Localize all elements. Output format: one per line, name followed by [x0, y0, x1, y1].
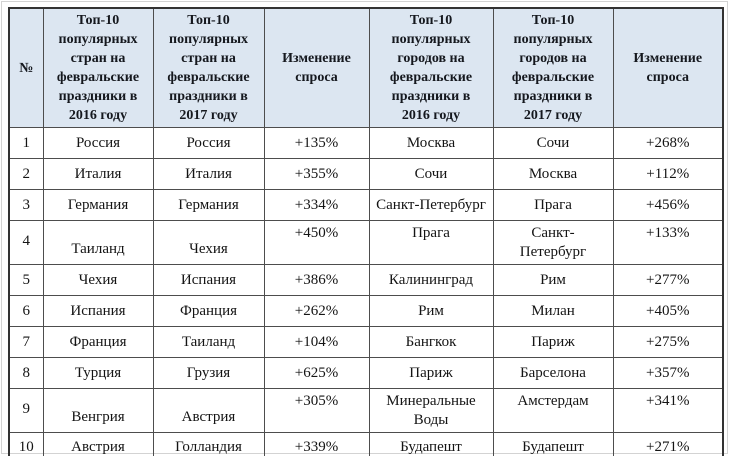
- row-number-cell: 7: [8, 326, 44, 358]
- table-cell: Италия: [42, 158, 154, 190]
- table-row: 7 Франция Таиланд +104% Бангкок Париж +275%: [8, 326, 724, 358]
- table-cell: Москва: [368, 127, 494, 159]
- row-number-cell: 4: [8, 220, 44, 265]
- table-cell: Барселона: [492, 357, 614, 389]
- row-number-cell: 8: [8, 357, 44, 389]
- table-cell: Санкт-Петербург: [368, 189, 494, 221]
- table-cell: Париж: [368, 357, 494, 389]
- table-cell: Москва: [492, 158, 614, 190]
- table-cell: Чехия: [152, 220, 265, 265]
- column-header: Топ-10 популярных городов на февральские…: [368, 7, 494, 128]
- table-cell: +135%: [263, 127, 370, 159]
- table-cell: +341%: [612, 388, 724, 433]
- table-cell: Австрия: [42, 432, 154, 456]
- table-cell: Голландия: [152, 432, 265, 456]
- table-cell: Таиланд: [42, 220, 154, 265]
- table-cell: Турция: [42, 357, 154, 389]
- table-cell: +355%: [263, 158, 370, 190]
- table-cell: +277%: [612, 264, 724, 296]
- table-cell: Амстердам: [492, 388, 614, 433]
- table-cell: Прага: [492, 189, 614, 221]
- row-number-cell: 1: [8, 127, 44, 159]
- table-cell: +357%: [612, 357, 724, 389]
- row-number-cell: 10: [8, 432, 44, 456]
- table-row: 10 Австрия Голландия +339% Будапешт Будапешт +…: [8, 432, 724, 456]
- table-cell: +112%: [612, 158, 724, 190]
- table-cell: Прага: [368, 220, 494, 265]
- row-number-cell: 9: [8, 388, 44, 433]
- table-cell: Испания: [42, 295, 154, 327]
- table-cell: Чехия: [42, 264, 154, 296]
- table-cell: Франция: [152, 295, 265, 327]
- table-cell: Сочи: [492, 127, 614, 159]
- table-cell: Париж: [492, 326, 614, 358]
- table-row: 1 Россия Россия +135% Москва Сочи +268%: [8, 127, 724, 159]
- table-cell: Милан: [492, 295, 614, 327]
- table-row: 8 Турция Грузия +625% Париж Барселона +357%: [8, 357, 724, 389]
- table-cell: Калининград: [368, 264, 494, 296]
- table-cell: Рим: [368, 295, 494, 327]
- table-cell: +268%: [612, 127, 724, 159]
- table-cell: Россия: [42, 127, 154, 159]
- header-row: № Топ-10 популярных стран на февральские …: [8, 7, 724, 128]
- table-cell: Россия: [152, 127, 265, 159]
- table-cell: Германия: [152, 189, 265, 221]
- table-cell: +271%: [612, 432, 724, 456]
- table-cell: +334%: [263, 189, 370, 221]
- table-cell: Санкт- Петербург: [492, 220, 614, 265]
- table-row: 3 Германия Германия +334% Санкт-Петербург Пра…: [8, 189, 724, 221]
- row-number-cell: 6: [8, 295, 44, 327]
- table-cell: +262%: [263, 295, 370, 327]
- column-header: Изменение спроса: [263, 7, 370, 128]
- table-row: 9 Венгрия Австрия +305% Минеральные Воды Амст…: [8, 388, 724, 433]
- table-cell: Сочи: [368, 158, 494, 190]
- table-cell: Германия: [42, 189, 154, 221]
- table-cell: +450%: [263, 220, 370, 265]
- table-cell: +133%: [612, 220, 724, 265]
- table-row: 5 Чехия Испания +386% Калининград Рим +277%: [8, 264, 724, 296]
- column-header: Топ-10 популярных стран на февральские п…: [42, 7, 154, 128]
- table-body: 1 Россия Россия +135% Москва Сочи +268% 2 Италия…: [8, 127, 724, 456]
- table-cell: Таиланд: [152, 326, 265, 358]
- column-header: Топ-10 популярных городов на февральские…: [492, 7, 614, 128]
- table-cell: +339%: [263, 432, 370, 456]
- table-cell: Будапешт: [492, 432, 614, 456]
- table-cell: Испания: [152, 264, 265, 296]
- table-cell: Венгрия: [42, 388, 154, 433]
- table-row: 6 Испания Франция +262% Рим Милан +405%: [8, 295, 724, 327]
- table-cell: Италия: [152, 158, 265, 190]
- table-row: 2 Италия Италия +355% Сочи Москва +112%: [8, 158, 724, 190]
- table-header: № Топ-10 популярных стран на февральские …: [8, 7, 724, 128]
- table-cell: +104%: [263, 326, 370, 358]
- table-cell: +305%: [263, 388, 370, 433]
- table-cell: +625%: [263, 357, 370, 389]
- row-number-cell: 3: [8, 189, 44, 221]
- table-cell: Франция: [42, 326, 154, 358]
- column-header: Топ-10 популярных стран на февральские п…: [152, 7, 265, 128]
- table-cell: Австрия: [152, 388, 265, 433]
- table-cell: Минеральные Воды: [368, 388, 494, 433]
- column-header: №: [8, 7, 44, 128]
- table-cell: Грузия: [152, 357, 265, 389]
- table-cell: Рим: [492, 264, 614, 296]
- table-cell: +275%: [612, 326, 724, 358]
- table-cell: Бангкок: [368, 326, 494, 358]
- table-cell: Будапешт: [368, 432, 494, 456]
- row-number-cell: 2: [8, 158, 44, 190]
- table-row: 4 Таиланд Чехия +450% Прага Санкт- Петербург +…: [8, 220, 724, 265]
- table-cell: +456%: [612, 189, 724, 221]
- column-header: Изменение спроса: [612, 7, 724, 128]
- table-cell: +405%: [612, 295, 724, 327]
- table-cell: +386%: [263, 264, 370, 296]
- demand-table: № Топ-10 популярных стран на февральские …: [8, 7, 724, 456]
- row-number-cell: 5: [8, 264, 44, 296]
